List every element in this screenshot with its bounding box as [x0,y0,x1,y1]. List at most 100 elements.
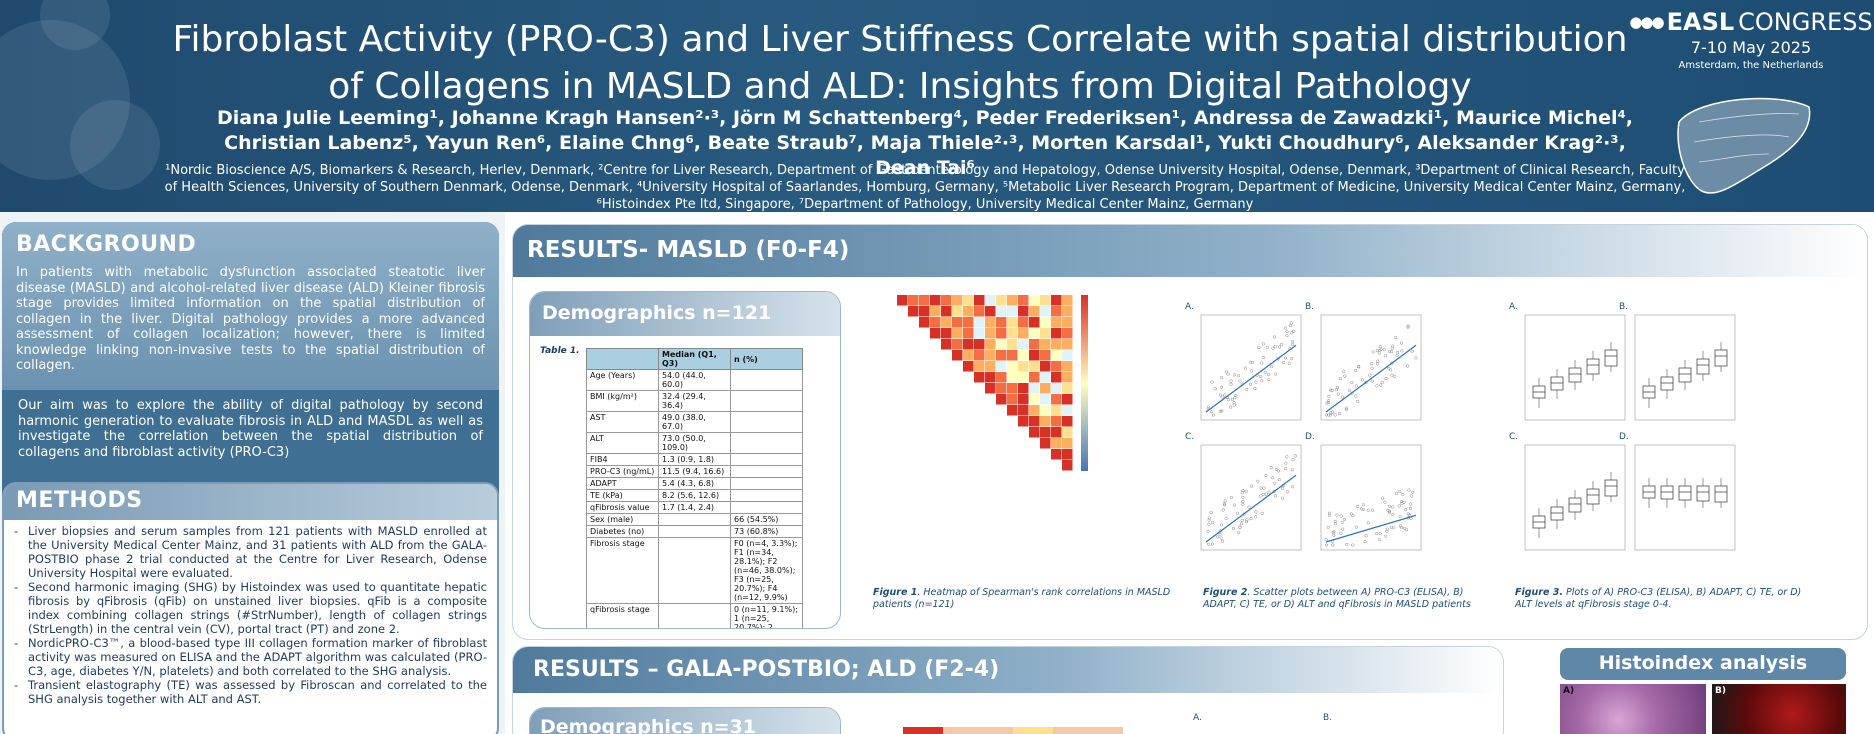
heatmap-cell [985,361,996,372]
table-cell [730,465,803,478]
table-cell: 32.4 (29.4, 36.4) [658,390,731,412]
scatter-point [1378,532,1382,536]
table-cell: 66 (54.5%) [730,513,803,526]
table-cell: 49.0 (38.0, 67.0) [658,411,731,433]
heatmap-cell [963,328,974,339]
scatter-point [1207,522,1211,526]
scatter-point [1385,527,1389,531]
scatter-point [1339,514,1343,518]
scatter-point [1383,354,1387,358]
scatter-point [1386,508,1390,512]
plot-frame [1320,314,1422,421]
scatter-point [1387,510,1391,515]
scatter-point [1364,534,1368,538]
scatter-point [1370,366,1374,370]
scatter-point [1375,362,1379,366]
scatter-point [1245,518,1249,522]
scatter-point [1343,374,1347,378]
histoindex-heading: Histoindex analysis [1560,648,1846,680]
scatter-point [1410,494,1414,498]
demographics-heading: Demographics n=121 [530,292,840,336]
heatmap-cell [919,317,930,328]
panel-label: D. [1305,432,1315,442]
heatmap-cell [1062,394,1073,405]
panel-label: D. [1619,432,1629,442]
scatter-point [1394,335,1398,340]
scatter-point [1256,479,1260,483]
scatter-point [1289,321,1293,325]
ald-panel-label-b: B. [1323,713,1333,723]
scatter-point [1286,490,1290,494]
ald-heatmap-partial [903,727,1123,734]
heatmap-cell [941,317,952,328]
scatter-point [1407,488,1411,492]
heatmap-cell [930,306,941,317]
scatter-point [1342,369,1346,373]
regression-line [1325,514,1417,543]
heatmap-cell [941,328,952,339]
scatter-point [1329,411,1333,415]
scatter-point [1344,407,1348,411]
panel-label: A. [1509,302,1518,312]
results-ald-heading: RESULTS – GALA-POSTBIO; ALD (F2-4) [513,647,1503,693]
table-cell: Diabetes (no) [586,525,659,538]
scatter-point [1249,484,1254,488]
scatter-point [1244,489,1248,493]
scatter-point [1209,510,1213,515]
heatmap-cell [985,295,996,306]
heatmap-cell [996,372,1007,383]
scatter-point [1390,361,1394,365]
heatmap-cell [1062,372,1073,383]
table-cell [658,525,731,538]
heatmap-cell [1007,372,1018,383]
heatmap-cell [897,295,908,306]
table-row: Age (Years) 54.0 (44.0, 60.0) [586,369,803,391]
heatmap-cell [952,306,963,317]
scatter-point [1363,540,1367,544]
scatter-point [1405,528,1409,532]
scatter-point [1406,325,1410,329]
scatter-point [1332,533,1336,538]
heatmap-cell [963,350,974,361]
heatmap-cell [996,339,1007,350]
scatter-point [1250,360,1255,364]
table-cell: 11.5 (9.4, 16.6) [658,465,731,478]
scatter-point [1406,512,1410,516]
scatter-point [1207,518,1211,522]
heatmap-cell [1029,317,1040,328]
scatter-point [1277,478,1281,482]
scatter-point [1237,531,1241,535]
scatter-point [1283,356,1287,360]
scatter-point [1354,384,1358,388]
scatter-point [1333,519,1337,523]
table-cell [730,369,803,391]
heatmap-cell [930,317,941,328]
scatter-point [1375,348,1379,352]
scatter-point [1282,360,1286,365]
scatter-point [1224,516,1228,520]
affiliations: ¹Nordic Bioscience A/S, Biomarkers & Res… [164,163,1686,212]
heatmap-cell [908,306,919,317]
scatter-point [1231,526,1236,530]
heatmap-cell [985,383,996,394]
box [1586,488,1600,505]
heatmap-cell [1062,383,1073,394]
scatter-point [1254,380,1258,384]
scatter-point [1226,372,1230,376]
scatter-point [1379,347,1383,351]
scatter-point [1327,399,1331,403]
scatter-point [1344,406,1348,410]
plot-frame [1320,444,1422,551]
ald-demographics-panel: Demographics n=31 [529,707,841,734]
plot-frame [1634,314,1736,421]
scatter-point [1213,387,1217,391]
heatmap-cell [1029,350,1040,361]
scatter-point [1351,543,1355,547]
table-row: qFibrosis value 1.7 (1.4, 2.4) [586,501,803,514]
scatter-point [1267,490,1271,494]
table-cell [658,537,731,604]
scatter-point [1273,335,1277,339]
scatter-point [1411,490,1415,494]
scatter-point [1285,330,1289,334]
scatter-point [1218,532,1222,536]
